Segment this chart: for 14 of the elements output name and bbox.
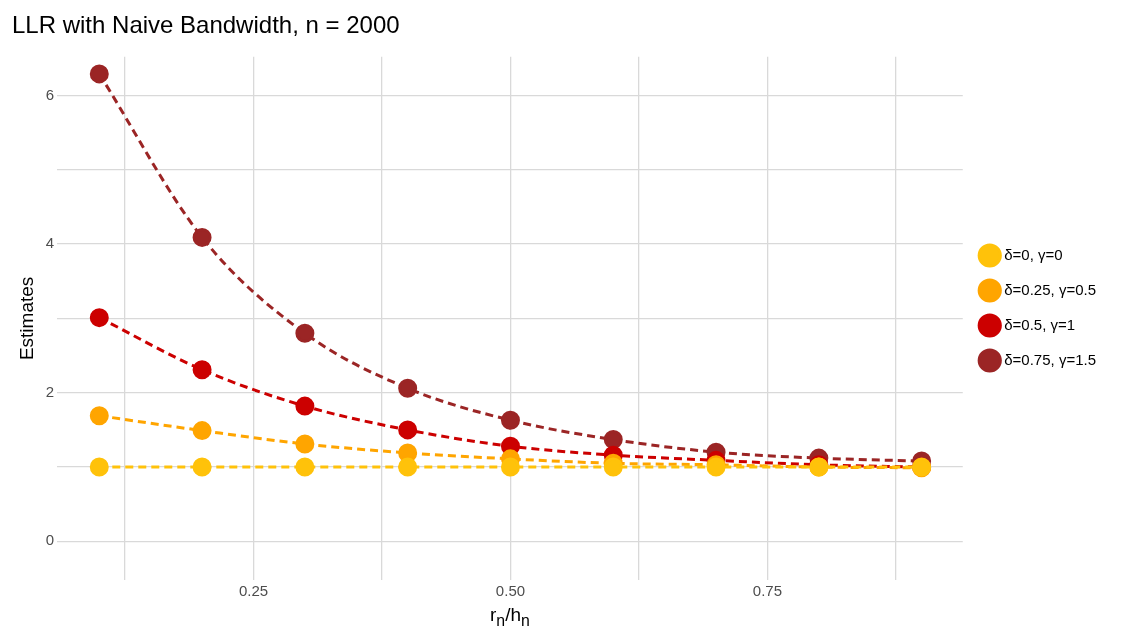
legend-label: δ=0.25, γ=0.5 [1004, 280, 1097, 298]
legend-label: δ=0.75, γ=1.5 [1004, 350, 1097, 368]
legend-label: δ=0.5, γ=1 [1004, 315, 1076, 333]
x-tick-label: 0.25 [238, 582, 269, 600]
x-tick-label: 0.75 [752, 582, 783, 600]
y-tick-label: 0 [45, 531, 55, 549]
legend-label: δ=0, γ=0 [1004, 245, 1063, 263]
text: 0.50 [495, 582, 526, 600]
y-tick-label: 4 [45, 234, 55, 252]
x-axis-title: r$_{n}$/h$_{n}$ [490, 604, 530, 630]
y-tick-label: 2 [45, 382, 55, 400]
chart-title: LLR with Naive Bandwidth, n = 2000 [12, 11, 400, 39]
y-axis-title: Estimates [15, 276, 37, 361]
y-tick-label: 6 [45, 85, 55, 103]
